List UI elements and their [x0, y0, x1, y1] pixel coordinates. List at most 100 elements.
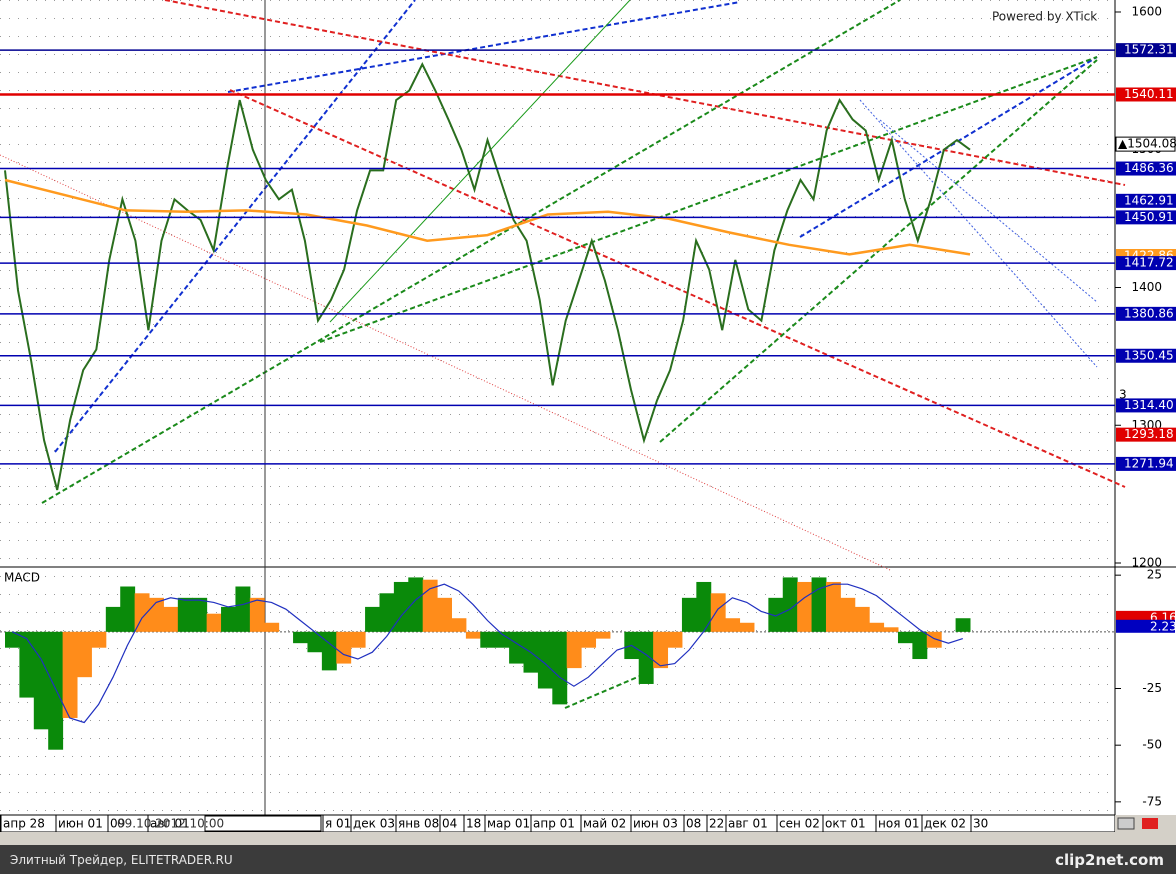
- trend-line: [859, 99, 1098, 368]
- macd-bar: [595, 631, 611, 639]
- signal-line: [11, 583, 963, 724]
- macd-bar: [537, 631, 553, 689]
- trend-line: [164, 0, 1126, 186]
- x-tick-label: 04: [442, 817, 457, 831]
- spacer: [0, 832, 1176, 845]
- price-line: [4, 178, 971, 256]
- macd-bar: [451, 618, 467, 632]
- x-tick-label: дек 02: [924, 817, 966, 831]
- level-label: 1350.45: [1124, 348, 1174, 362]
- marker: 3: [1119, 388, 1127, 402]
- macd-bar: [811, 577, 827, 632]
- level-label: 1572.31: [1124, 43, 1174, 57]
- macd-bar: [638, 631, 654, 684]
- x-tick-label: янв 08: [398, 817, 439, 831]
- y-tick-label: -25: [1142, 681, 1162, 695]
- macd-bar: [581, 631, 597, 648]
- level-box: [1116, 87, 1176, 102]
- x-tick-label: ноя 01: [878, 817, 920, 831]
- level-label: 1271.94: [1124, 456, 1174, 470]
- x-tick-label: 09: [110, 817, 125, 831]
- macd-bar: [321, 631, 337, 671]
- level-label: 1417.72: [1124, 256, 1174, 270]
- macd-bar: [33, 631, 49, 730]
- macd-bar: [667, 631, 683, 648]
- macd-bar: [825, 581, 841, 632]
- current-box: [1115, 136, 1176, 152]
- macd-bar: [105, 606, 121, 632]
- y-tick-label: 25: [1147, 568, 1162, 582]
- macd-bar: [494, 631, 510, 648]
- x-tick-label: 30: [973, 817, 988, 831]
- macd-bar: [739, 622, 755, 632]
- powered-by: Powered by XTick: [992, 10, 1097, 24]
- level-box: [1116, 256, 1176, 271]
- trend-line: [319, 56, 1098, 343]
- macd-bar: [365, 606, 380, 632]
- button[interactable]: [1117, 817, 1135, 830]
- footer: Элитный Трейдер, ELITETRADER.RU clip2net…: [0, 845, 1176, 874]
- trend-line: [879, 119, 1098, 303]
- macd-bar: [264, 622, 280, 632]
- level-box: [1116, 161, 1176, 176]
- macd-bar: [955, 618, 971, 632]
- macd-bar: [192, 597, 208, 632]
- macd-bar: [177, 597, 193, 632]
- level-box: [1116, 398, 1176, 413]
- macd-bar: [653, 631, 669, 669]
- chart: Powered by XTick 3 MACD 1600150014001300…: [0, 0, 1176, 845]
- x-tick-label: авг 01: [150, 817, 190, 831]
- y-tick-label: -75: [1142, 794, 1162, 808]
- panel-title: MACD: [4, 571, 40, 585]
- value-label: 2.23: [1150, 619, 1176, 633]
- level-box: [1116, 348, 1176, 363]
- macd-bar: [293, 631, 308, 644]
- macd-bar: [91, 631, 107, 648]
- level-label: 1380.86: [1124, 306, 1174, 320]
- x-tick-label: апр 28: [3, 817, 45, 831]
- macd-bar: [768, 597, 784, 632]
- trend-line: [799, 56, 1098, 238]
- macd-bar: [235, 586, 251, 632]
- macd-bar: [48, 631, 64, 750]
- macd-bar: [696, 581, 712, 632]
- x-tick-label: 18: [466, 817, 481, 831]
- macd-bar: [221, 606, 236, 632]
- macd-bar: [912, 631, 928, 660]
- level-box: [1116, 456, 1176, 471]
- macd-bar: [134, 593, 150, 632]
- macd-bar: [437, 597, 452, 632]
- macd-bar: [350, 631, 366, 648]
- trend-line: [329, 0, 631, 323]
- macd-bar: [552, 631, 568, 705]
- macd-bar: [566, 631, 582, 669]
- macd-bar: [336, 631, 352, 664]
- macd-bar: [710, 593, 726, 632]
- macd-bar: [408, 577, 424, 632]
- level-label: 1462.91: [1124, 193, 1174, 207]
- trend-line: [41, 0, 901, 504]
- level-box: [1116, 306, 1176, 321]
- macd-bar: [465, 631, 481, 639]
- macd-bar: [5, 631, 20, 648]
- x-tick-label: апр 01: [533, 817, 575, 831]
- x-tick-label: авг 01: [728, 817, 768, 831]
- macd-bar: [797, 581, 813, 632]
- crosshair-label: 09.10.2012 10:00: [117, 817, 224, 831]
- trend-line: [564, 675, 641, 709]
- trend-line: [227, 1, 741, 93]
- level-box: [1116, 427, 1176, 442]
- y-tick-label: 1600: [1131, 4, 1162, 18]
- macd-bar: [509, 631, 525, 664]
- level-box: [1116, 210, 1176, 225]
- x-tick-label: 08: [686, 817, 701, 831]
- footer-right: clip2net.com: [1055, 851, 1164, 869]
- macd-bar: [163, 606, 179, 632]
- button[interactable]: [1142, 818, 1158, 829]
- macd-bar: [249, 597, 265, 632]
- y-tick-label: -50: [1142, 738, 1162, 752]
- x-tick-label: мар 01: [487, 817, 530, 831]
- macd-bar: [307, 631, 323, 653]
- trend-line: [229, 89, 1126, 488]
